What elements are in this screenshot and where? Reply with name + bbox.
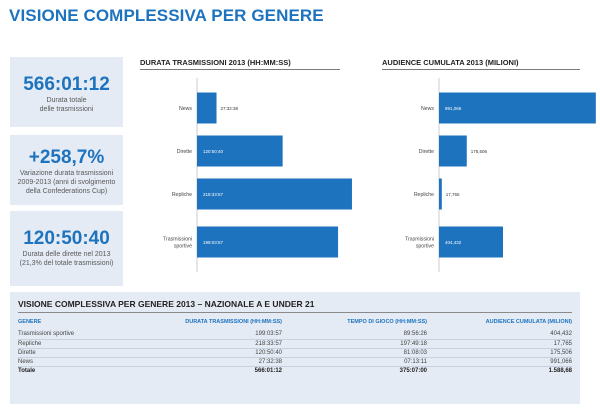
bar-dirette — [439, 135, 467, 167]
page-title: VISIONE COMPLESSIVA PER GENERE — [9, 6, 324, 25]
bar-data-label: 27:32:38 — [221, 106, 239, 111]
table-cell: 17,765 — [427, 339, 572, 349]
audience-bar-chart: 991,066 News 175,506 Dirette 17,765 Repliche 4… — [405, 78, 596, 272]
kpi-card-variation: +258,7% Variazione durata trasmissioni 2… — [10, 135, 123, 205]
bar-data-label: 404,432 — [445, 240, 462, 245]
table-cell: 120:50:40 — [138, 348, 282, 358]
genre-summary-panel: VISIONE COMPLESSIVA PER GENERE 2013 – NA… — [10, 292, 580, 404]
chart-title-audience: AUDIENCE CUMULATA 2013 (MILIONI) — [382, 58, 519, 67]
table-cell: 375:07:00 — [282, 365, 427, 375]
kpi-value: +258,7% — [28, 147, 105, 168]
kpi-card-live-duration: 120:50:40 Durata delle dirette nel 2013 … — [10, 211, 123, 286]
kpi-card-total-duration: 566:01:12 Durata totale delle trasmissio… — [10, 57, 123, 127]
chart-title-rule — [140, 69, 340, 70]
category-tick-label: sportive — [416, 244, 434, 250]
category-tick-label: Repliche — [172, 192, 192, 198]
category-tick-label: Dirette — [419, 149, 434, 155]
bar-data-label: 218:33:57 — [203, 192, 224, 197]
column-header-duration: DURATA TRASMISSIONI (HH:MM:SS) — [185, 319, 282, 325]
genre-summary-table: GENERE DURATA TRASMISSIONI (HH:MM:SS) TE… — [18, 319, 572, 375]
kpi-desc-line: Variazione durata trasmissioni — [19, 170, 114, 177]
bar-data-label: 120:50:40 — [203, 149, 224, 154]
table-cell: 197:49:18 — [282, 339, 427, 349]
duration-bar-chart: 27:32:38 News 120:50:40 Dirette 218:33:57 Rep… — [163, 78, 352, 272]
category-tick-label: Dirette — [177, 149, 192, 155]
kpi-desc-line: (21,3% del totale trasmissioni) — [19, 260, 114, 267]
table-cell: Dirette — [18, 348, 138, 358]
category-tick-label: Repliche — [414, 192, 434, 198]
kpi-value: 566:01:12 — [23, 74, 110, 95]
bar-trasmissioni-sportive — [439, 226, 504, 258]
category-tick-label: Trasmissioni — [405, 237, 434, 243]
chart-title-duration: DURATA TRASMISSIONI 2013 (HH:MM:SS) — [140, 58, 291, 67]
table-cell: 1.588,68 — [427, 365, 572, 375]
bar-trasmissioni-sportive — [197, 226, 339, 258]
bar-data-label: 991,066 — [445, 106, 462, 111]
table-cell: 404,432 — [427, 330, 572, 340]
column-header-genre: GENERE — [18, 319, 42, 325]
kpi-value: 120:50:40 — [23, 228, 110, 249]
table-cell: 07:13:11 — [282, 357, 427, 367]
bar-news — [439, 92, 596, 124]
kpi-desc-line: delle trasmissioni — [39, 106, 94, 113]
kpi-desc-line: della Confederations Cup) — [25, 188, 108, 195]
table-cell: 218:33:57 — [138, 339, 282, 349]
category-tick-label: sportive — [174, 244, 192, 250]
bar-data-label: 199:03:57 — [203, 240, 224, 245]
bar-news — [197, 92, 217, 124]
table-cell: Totale — [18, 365, 138, 375]
table-cell: 89:56:26 — [282, 330, 427, 340]
table-title-rule — [18, 312, 572, 313]
category-tick-label: News — [421, 106, 434, 112]
bar-repliche — [439, 178, 442, 210]
table-cell: Repliche — [18, 339, 138, 349]
column-header-audience: AUDIENCE CUMULATA (MILIONI) — [485, 319, 572, 325]
table-header-row: GENERE DURATA TRASMISSIONI (HH:MM:SS) TE… — [18, 319, 572, 330]
chart-title-rule — [382, 69, 580, 70]
table-total-row: Totale 566:01:12 375:07:00 1.588,68 — [18, 365, 572, 375]
table-cell: 27:32:38 — [138, 357, 282, 367]
category-tick-label: Trasmissioni — [163, 237, 192, 243]
kpi-desc-line: 2009-2013 (anni di svolgimento — [17, 179, 116, 186]
table-cell: News — [18, 357, 138, 367]
bar-dirette — [197, 135, 283, 167]
table-cell: 81:08:03 — [282, 348, 427, 358]
table-row: Trasmissioni sportive 199:03:57 89:56:26… — [18, 330, 572, 340]
table-row: News 27:32:38 07:13:11 991,066 — [18, 357, 572, 367]
table-cell: 566:01:12 — [138, 365, 282, 375]
table-cell: 199:03:57 — [138, 330, 282, 340]
table-cell: Trasmissioni sportive — [18, 330, 138, 340]
table-row: Dirette 120:50:40 81:08:03 175,506 — [18, 348, 572, 358]
table-cell: 991,066 — [427, 357, 572, 367]
table-title: VISIONE COMPLESSIVA PER GENERE 2013 – NA… — [18, 299, 315, 309]
category-tick-label: News — [179, 106, 192, 112]
bar-data-label: 17,765 — [446, 192, 460, 197]
bar-data-label: 175,506 — [471, 149, 488, 154]
bar-repliche — [197, 178, 352, 210]
kpi-desc-line: Durata totale — [46, 97, 87, 104]
table-row: Repliche 218:33:57 197:49:18 17,765 — [18, 339, 572, 349]
table-cell: 175,506 — [427, 348, 572, 358]
column-header-play-time: TEMPO DI GIOCO (HH:MM:SS) — [347, 319, 427, 325]
kpi-desc-line: Durata delle dirette nel 2013 — [22, 251, 111, 258]
